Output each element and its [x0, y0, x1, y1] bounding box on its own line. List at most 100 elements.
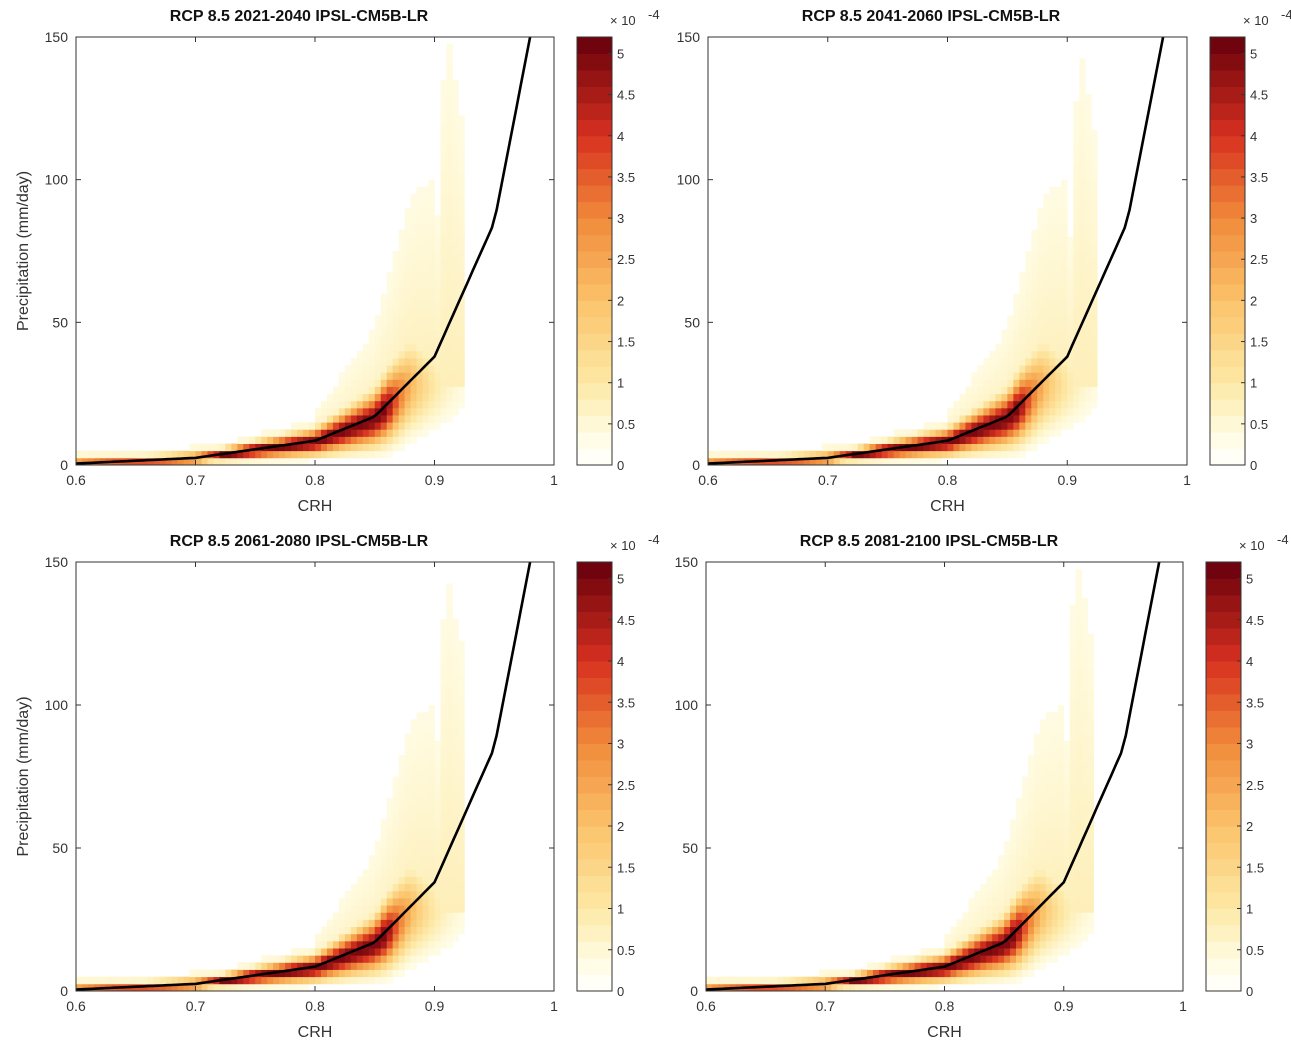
heatmap-cell	[1027, 955, 1035, 963]
heatmap-cell	[440, 676, 447, 684]
heatmap-cell	[1025, 358, 1032, 366]
heatmap-cell	[416, 265, 423, 273]
heatmap-cell	[1019, 322, 1026, 330]
heatmap-cell	[1022, 833, 1029, 842]
heatmap-cell	[374, 429, 382, 437]
heatmap-cell	[392, 962, 400, 970]
heatmap-cell	[1039, 726, 1047, 734]
heatmap-cell	[1085, 201, 1092, 209]
heatmap-cell	[1063, 826, 1071, 835]
heatmap-cell	[1081, 762, 1088, 770]
heatmap-cell	[404, 733, 411, 742]
heatmap-cell	[428, 286, 435, 295]
heatmap-cell	[719, 450, 727, 459]
heatmap-cell	[1043, 365, 1050, 373]
heatmap-cell	[428, 926, 435, 935]
heatmap-cell	[1069, 919, 1077, 928]
heatmap-cell	[1025, 251, 1032, 259]
heatmap-cell	[452, 883, 459, 892]
heatmap-cell	[261, 429, 268, 437]
heatmap-cell	[1087, 676, 1094, 684]
heatmap-cell	[165, 457, 172, 466]
heatmap-cell	[1045, 919, 1053, 928]
heatmap-cell	[1025, 258, 1032, 266]
heatmap-cell	[1013, 329, 1020, 337]
heatmap-cell	[1022, 890, 1029, 899]
heatmap-cell	[404, 797, 411, 806]
heatmap-cell	[797, 450, 805, 459]
heatmap-cell	[458, 912, 465, 920]
heatmap-cell	[422, 833, 429, 842]
heatmap-cell	[866, 983, 874, 992]
heatmap-cell	[1079, 258, 1086, 266]
heatmap-cell	[452, 179, 459, 188]
heatmap-cell	[995, 393, 1002, 402]
colorbar-segment	[577, 859, 612, 876]
heatmap-cell	[440, 919, 447, 928]
heatmap-cell	[875, 457, 883, 466]
heatmap-cell	[141, 450, 149, 459]
heatmap-cell	[920, 983, 928, 992]
heatmap-cell	[1069, 647, 1077, 656]
heatmap-cell	[404, 912, 411, 920]
heatmap-cell	[1025, 415, 1032, 423]
heatmap-cell	[410, 833, 417, 842]
heatmap-cell	[356, 386, 364, 395]
heatmap-cell	[434, 840, 441, 849]
heatmap-cell	[1063, 912, 1071, 920]
heatmap-cell	[446, 201, 453, 209]
heatmap-cell	[458, 640, 465, 649]
heatmap-cell	[285, 443, 292, 452]
colorbar-segment	[1210, 152, 1245, 170]
heatmap-cell	[974, 898, 981, 906]
heatmap-cell	[1087, 869, 1094, 877]
x-tick-label: 0.7	[816, 998, 836, 1014]
heatmap-cell	[1007, 336, 1014, 345]
heatmap-cell	[1067, 386, 1074, 395]
heatmap-cell	[410, 429, 417, 437]
heatmap-cell	[416, 912, 423, 920]
heatmap-cell	[1087, 697, 1094, 706]
heatmap-cell	[315, 407, 322, 416]
heatmap-cell	[983, 407, 990, 416]
heatmap-cell	[410, 755, 417, 763]
heatmap-cell	[1079, 136, 1086, 145]
heatmap-cell	[386, 912, 394, 920]
heatmap-cell	[980, 926, 987, 935]
heatmap-cell	[1043, 329, 1050, 337]
heatmap-cell	[422, 805, 429, 813]
heatmap-cell	[356, 429, 364, 437]
colorbar-tick-label: 3.5	[1250, 170, 1268, 185]
heatmap-cell	[356, 919, 364, 928]
heatmap-cell	[297, 955, 304, 963]
heatmap-cell	[893, 450, 900, 459]
heatmap-cell	[1055, 215, 1062, 223]
heatmap-cell	[297, 983, 304, 992]
heatmap-cell	[291, 948, 298, 956]
heatmap-cell	[1063, 855, 1071, 863]
heatmap-cell	[434, 783, 441, 792]
heatmap-cell	[440, 790, 447, 799]
heatmap-cell	[1073, 172, 1080, 181]
heatmap-cell	[1069, 898, 1077, 906]
heatmap-cell	[941, 443, 948, 452]
heatmap-cell	[440, 286, 447, 295]
heatmap-cell	[440, 669, 447, 677]
heatmap-cell	[1025, 272, 1032, 280]
heatmap-cell	[410, 243, 417, 252]
heatmap-cell	[1027, 755, 1035, 763]
heatmap-cell	[380, 379, 388, 387]
heatmap-cell	[249, 450, 256, 459]
heatmap-cell	[320, 436, 328, 444]
heatmap-cell	[1010, 833, 1017, 842]
heatmap-cell	[422, 415, 429, 423]
heatmap-cell	[452, 840, 459, 849]
heatmap-cell	[332, 969, 340, 978]
heatmap-cell	[416, 429, 423, 437]
heatmap-cell	[1037, 393, 1044, 402]
heatmap-cell	[938, 969, 945, 978]
heatmap-cell	[1055, 365, 1062, 373]
heatmap-cell	[440, 115, 447, 123]
heatmap-cell	[374, 840, 382, 849]
heatmap-cell	[1016, 976, 1023, 985]
